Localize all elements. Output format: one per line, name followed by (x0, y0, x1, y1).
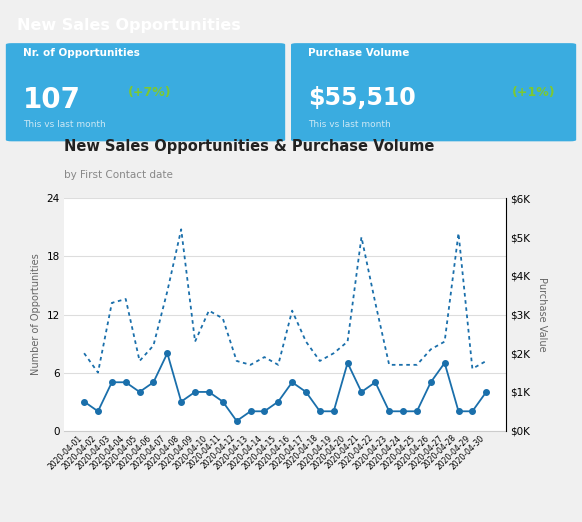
FancyBboxPatch shape (6, 43, 285, 141)
Text: This vs last month: This vs last month (23, 121, 106, 129)
Text: New Sales Opportunities: New Sales Opportunities (17, 18, 241, 33)
Text: Nr. of Opportunities: Nr. of Opportunities (23, 48, 140, 57)
Text: New Sales Opportunities & Purchase Volume: New Sales Opportunities & Purchase Volum… (64, 139, 434, 154)
FancyBboxPatch shape (291, 43, 576, 141)
Text: by First Contact date: by First Contact date (64, 170, 173, 180)
Y-axis label: Purchase Value: Purchase Value (537, 277, 547, 352)
Text: 107: 107 (23, 86, 81, 114)
Text: $55,510: $55,510 (308, 86, 416, 110)
Text: Purchase Volume: Purchase Volume (308, 48, 410, 57)
Text: (+7%): (+7%) (128, 86, 172, 99)
Y-axis label: Number of Opportunities: Number of Opportunities (31, 254, 41, 375)
Text: (+1%): (+1%) (512, 86, 556, 99)
Text: This vs last month: This vs last month (308, 121, 391, 129)
